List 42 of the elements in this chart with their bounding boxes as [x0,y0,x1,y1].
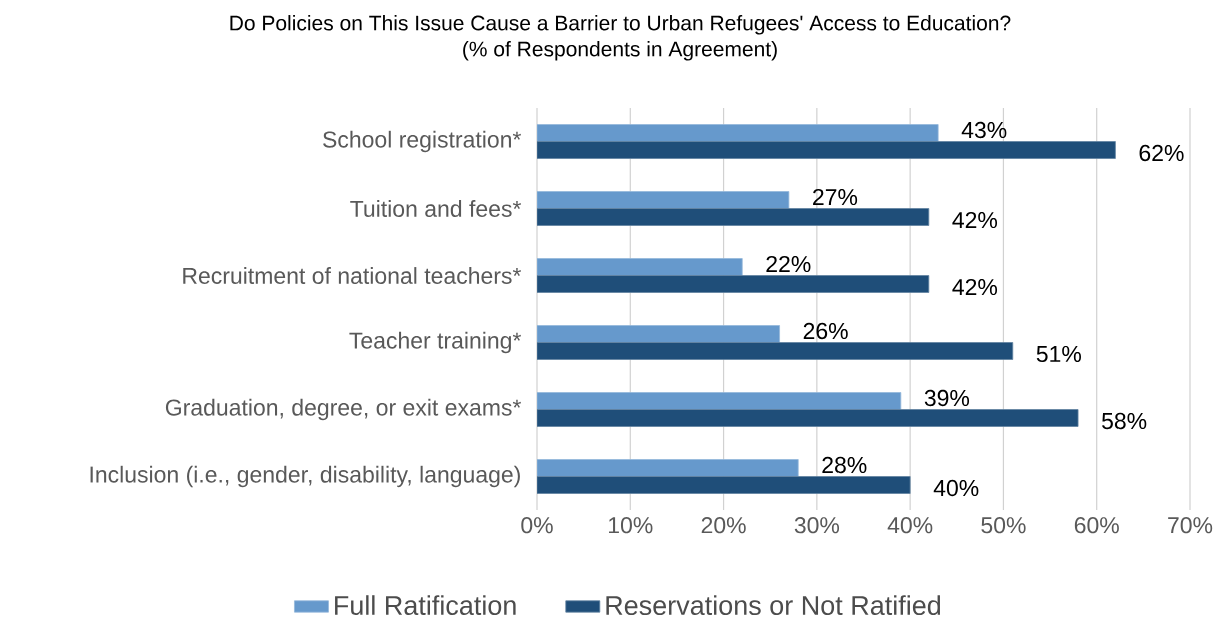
bar [537,459,799,477]
bar [537,476,911,494]
legend-label: Reservations or Not Ratified [606,595,941,616]
data-label: 28% [822,456,867,474]
x-tick-label: 0% [521,517,553,534]
bar [537,258,743,276]
x-tick-label: 70% [1168,517,1213,534]
y-tick-label: Inclusion (i.e., gender, disability, language) [90,465,520,488]
data-label: 51% [1036,345,1081,363]
chart-subtitle: (% of Respondents in Agreement) [463,41,777,61]
data-label: 27% [813,188,858,206]
data-label: 26% [803,322,848,340]
legend-label: Full Ratification [335,595,516,616]
bar [537,141,1116,159]
bar [537,392,902,410]
x-tick-label: 40% [887,517,933,534]
x-tick-label: 30% [794,517,840,534]
y-tick-label: School registration* [323,130,522,153]
bar [537,275,930,293]
bar [537,342,1014,360]
data-label: 40% [933,479,979,497]
y-tick-label: Teacher training* [349,331,522,354]
data-label: 58% [1102,412,1147,430]
data-label: 62% [1139,144,1184,162]
data-label: 22% [766,255,811,273]
chart-title: Do Policies on This Issue Cause a Barrier to Urban Refugees' Access to Education? [230,15,1011,35]
x-tick-label: 10% [609,517,653,534]
y-tick-label: Recruitment of national teachers* [183,267,522,284]
y-tick-label: Tuition and fees* [350,200,522,217]
x-tick-label: 60% [1074,517,1119,534]
x-tick-label: 50% [981,517,1026,534]
bar [537,409,1079,427]
bar [537,124,939,142]
data-label: 42% [952,278,998,296]
y-tick-label: Graduation, degree, or exit exams* [165,398,522,421]
data-label: 43% [961,121,1007,139]
x-tick-label: 20% [701,517,746,534]
bar [537,208,930,226]
data-label: 39% [924,389,970,407]
bar [537,325,780,343]
bar [537,191,790,209]
data-label: 42% [952,211,998,229]
